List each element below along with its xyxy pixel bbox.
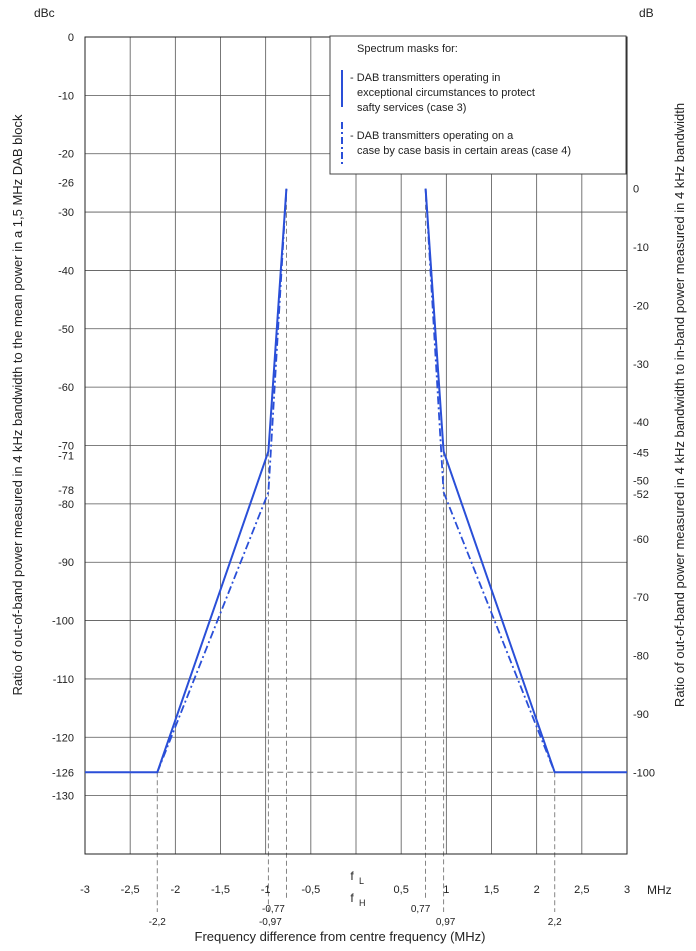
x-tick-label: 2 — [534, 884, 540, 896]
reference-lines — [156, 188, 556, 912]
legend-entry-case4-line2: case by case basis in certain areas (cas… — [357, 145, 571, 157]
series-lines — [85, 188, 627, 774]
axis-labels: 0-10-20-30-40-50-60-70-80-90-100-110-120… — [52, 32, 655, 928]
left-extra-tick-label: -126 — [52, 767, 74, 779]
legend-entry-case4-line1: - DAB transmitters operating on a — [350, 130, 514, 142]
x-extra-tick-label: 0,97 — [436, 917, 456, 928]
x-tick-label: 1,5 — [484, 884, 499, 896]
left-extra-tick-label: -71 — [58, 450, 74, 462]
left-tick-label: -50 — [58, 324, 74, 336]
right-tick-label: -90 — [633, 709, 649, 721]
x-tick-label: 2,5 — [574, 884, 589, 896]
left-tick-label: -10 — [58, 90, 74, 102]
left-tick-label: -20 — [58, 149, 74, 161]
left-tick-label: -120 — [52, 732, 74, 744]
left-extra-tick-label: -26 — [58, 178, 74, 190]
x-extra-tick-label: -0,97 — [259, 917, 282, 928]
legend-box — [329, 35, 627, 175]
left-tick-label: -60 — [58, 382, 74, 394]
right-tick-label: -80 — [633, 651, 649, 663]
left-tick-label: -130 — [52, 791, 74, 803]
x-center-label-fL: f — [350, 869, 354, 883]
x-center-label-fH: f — [350, 891, 354, 905]
right-axis-unit: dB — [639, 6, 654, 20]
right-extra-tick-label: -45 — [633, 447, 649, 459]
legend-entry-case3-line3: safty services (case 3) — [357, 102, 466, 114]
right-tick-label: 0 — [633, 184, 639, 196]
x-tick-label: -1,5 — [211, 884, 230, 896]
grid-lines — [84, 36, 628, 854]
left-axis-title: Ratio of out-of-band power measured in 4… — [10, 114, 25, 695]
x-tick-label: -2,5 — [121, 884, 140, 896]
left-axis-unit: dBc — [34, 6, 55, 20]
series-case3-line — [424, 188, 627, 774]
right-tick-label: -10 — [633, 242, 649, 254]
right-tick-label: -60 — [633, 534, 649, 546]
x-tick-label: -2 — [170, 884, 180, 896]
x-tick-label: 3 — [624, 884, 630, 896]
legend: Spectrum masks for: - DAB transmitters o… — [329, 35, 627, 175]
series-case3-line — [85, 188, 288, 774]
legend-entry-case3-line2: exceptional circumstances to protect — [357, 87, 535, 99]
x-extra-tick-label: -2,2 — [149, 917, 167, 928]
left-extra-tick-label: -78 — [58, 485, 74, 497]
x-tick-label: -1 — [261, 884, 271, 896]
x-extra-tick-label: 0,77 — [411, 904, 431, 915]
right-tick-label: -50 — [633, 476, 649, 488]
right-tick-label: -70 — [633, 592, 649, 604]
x-axis-unit: MHz — [647, 883, 672, 897]
right-tick-label: -30 — [633, 359, 649, 371]
right-axis-title: Ratio of out-of-band power measured in 4… — [672, 103, 687, 707]
right-tick-label: -20 — [633, 300, 649, 312]
right-extra-tick-label: -52 — [633, 489, 649, 501]
x-center-label-fL-sub: L — [359, 876, 364, 886]
left-tick-label: -70 — [58, 441, 74, 453]
x-tick-label: 1 — [443, 884, 449, 896]
left-tick-label: 0 — [68, 32, 74, 44]
x-extra-tick-label: -0,77 — [262, 904, 285, 915]
left-tick-label: -40 — [58, 265, 74, 277]
right-tick-label: -40 — [633, 417, 649, 429]
x-tick-label: -0,5 — [301, 884, 320, 896]
legend-title: Spectrum masks for: — [357, 43, 458, 55]
left-tick-label: -110 — [53, 674, 74, 686]
left-tick-label: -90 — [58, 557, 74, 569]
legend-entry-case3-line1: - DAB transmitters operating in — [350, 72, 500, 84]
x-center-label-fH-sub: H — [359, 898, 366, 908]
series-case4-line — [424, 188, 556, 773]
series-case4-line — [156, 188, 288, 773]
x-extra-tick-label: 2,2 — [548, 917, 562, 928]
x-axis-title: Frequency difference from centre frequen… — [195, 929, 486, 944]
left-tick-label: -100 — [52, 616, 74, 628]
x-tick-label: 0,5 — [394, 884, 409, 896]
right-extra-tick-label: -100 — [633, 767, 655, 779]
left-tick-label: -30 — [58, 207, 74, 219]
x-tick-label: -3 — [80, 884, 90, 896]
left-tick-label: -80 — [58, 499, 74, 511]
